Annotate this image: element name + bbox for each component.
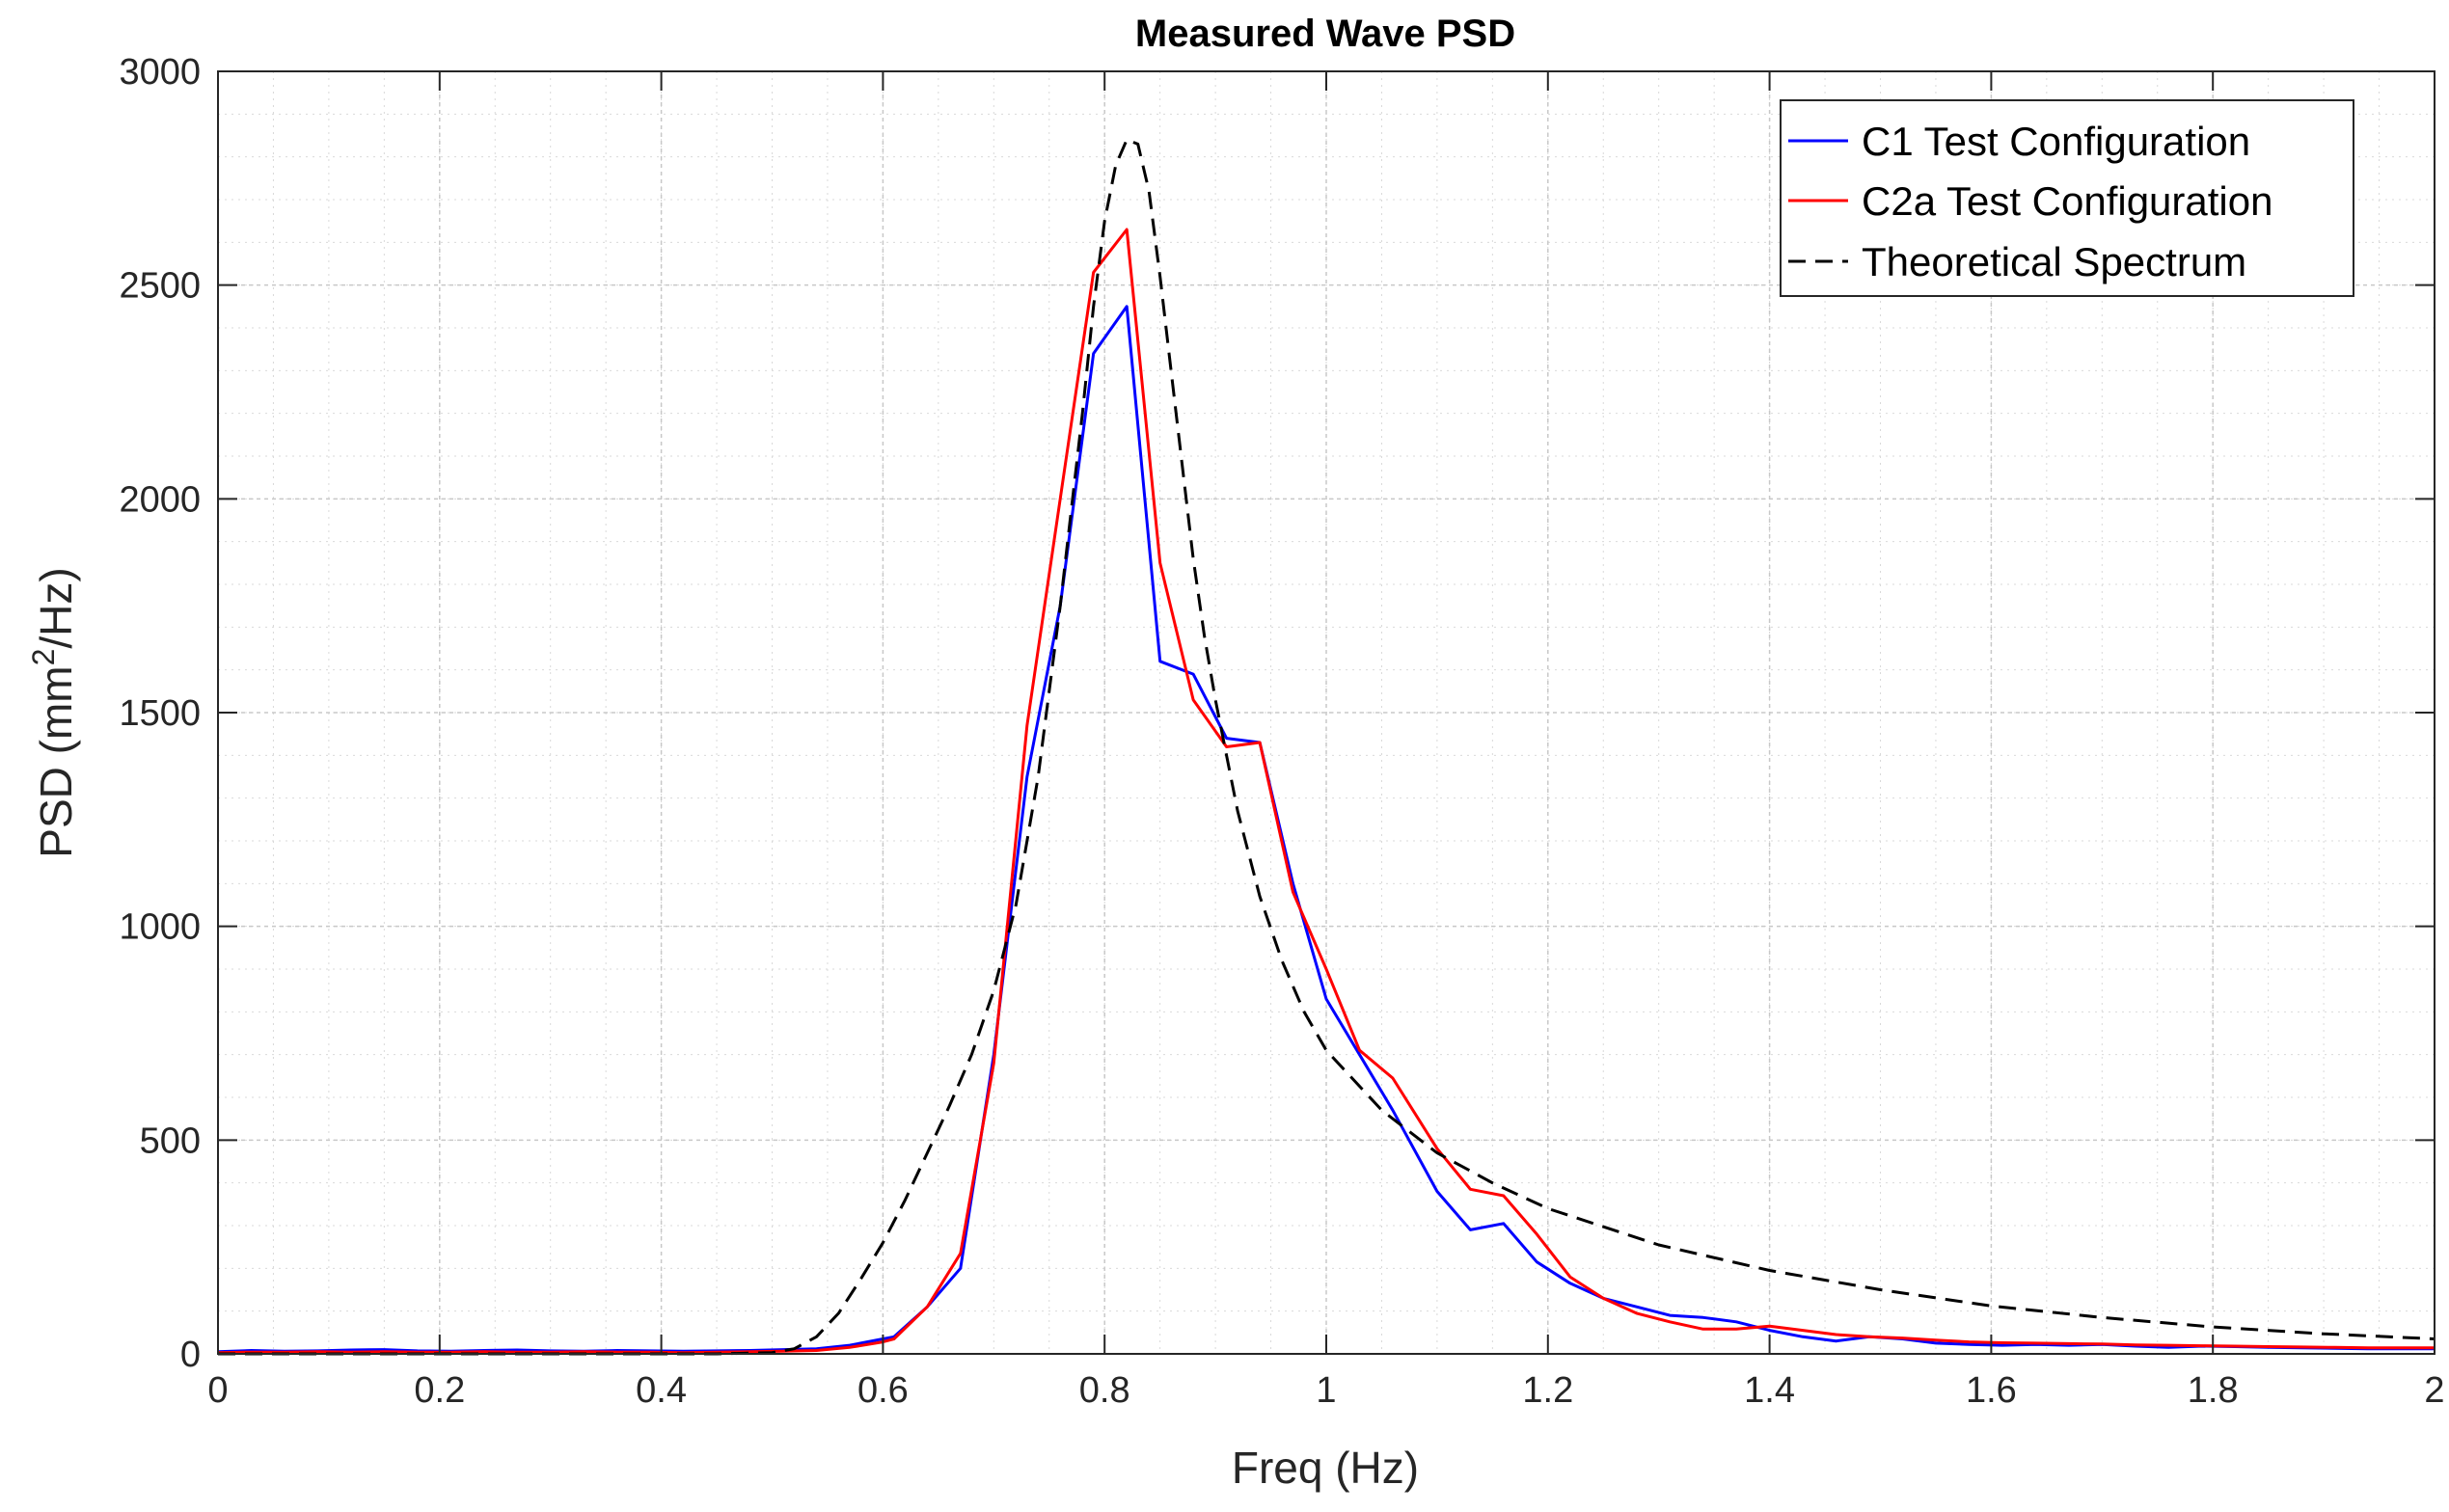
legend-label-c2a: C2a Test Configuration (1862, 178, 2272, 224)
series-line-theoretical (218, 138, 2435, 1356)
series-line-c2a (217, 228, 2435, 1355)
x-tick-label: 0.8 (1079, 1370, 1130, 1411)
x-tick-label: 1 (1316, 1370, 1336, 1411)
x-tick-label: 1.6 (1966, 1370, 2017, 1411)
legend-label-theoretical: Theoretical Spectrum (1862, 239, 2246, 284)
y-tick-label: 2000 (119, 479, 201, 520)
x-tick-label: 0.6 (857, 1370, 909, 1411)
y-tick-label: 2500 (119, 266, 201, 307)
y-tick-label: 500 (140, 1120, 201, 1161)
y-tick-label: 0 (180, 1335, 201, 1375)
series-layer (217, 138, 2435, 1356)
y-axis-label-tail: /Hz) (31, 567, 81, 648)
y-axis-label-base: PSD (mm (31, 665, 81, 857)
x-tick-label: 1.8 (2188, 1370, 2239, 1411)
x-tick-label: 2 (2424, 1370, 2444, 1411)
y-tick-label: 1000 (119, 907, 201, 948)
axis-ticks (217, 70, 2435, 1355)
y-tick-label: 3000 (119, 52, 201, 93)
x-tick-label: 1.2 (1522, 1370, 1573, 1411)
y-tick-labels: 0 500 1000 1500 2000 2500 3000 (119, 52, 201, 1375)
x-tick-label: 0.2 (414, 1370, 465, 1411)
legend-label-c1: C1 Test Configuration (1862, 119, 2250, 164)
legend-box (1780, 99, 2354, 297)
x-tick-label: 1.4 (1744, 1370, 1795, 1411)
x-axis-label: Freq (Hz) (1232, 1443, 1419, 1493)
x-tick-label: 0 (207, 1370, 228, 1411)
y-axis-label: PSD (mm2/Hz) (26, 567, 81, 857)
chart-title: Measured Wave PSD (1135, 13, 1515, 55)
x-tick-label: 0.4 (636, 1370, 687, 1411)
legend: C1 Test Configuration C2a Test Configura… (1780, 99, 2354, 297)
x-tick-labels: 0 0.2 0.4 0.6 0.8 1 1.2 1.4 1.6 1.8 2 (207, 1370, 2444, 1411)
y-tick-label: 1500 (119, 693, 201, 734)
y-axis-label-sup: 2 (26, 649, 61, 666)
